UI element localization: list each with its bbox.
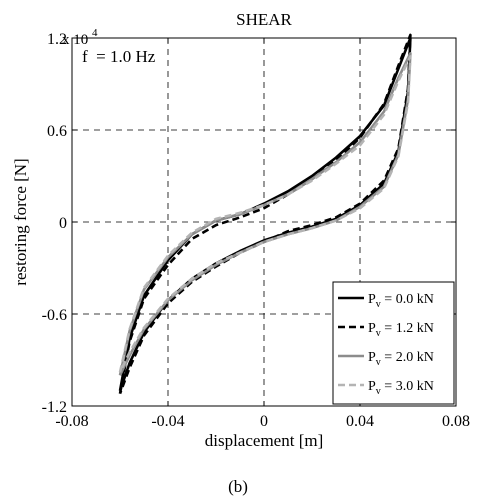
x-tick-label: 0.04 [346, 413, 374, 430]
legend-label-3: Pv = 3.0 kN [368, 379, 434, 397]
y-tick-label: 1.2 [47, 31, 67, 48]
chart-title: SHEAR [236, 10, 292, 29]
figure-caption: (b) [228, 477, 248, 496]
legend: Pv = 0.0 kN Pv = 1.2 kN Pv = 2.0 kN Pv = 3.… [332, 281, 455, 405]
y-tick-label: -0.6 [42, 307, 67, 324]
y-multiplier-exponent: 4 [92, 27, 98, 39]
y-axis-label: restoring force [N] [11, 158, 30, 285]
y-multiplier: x 10 4 [62, 27, 98, 48]
x-tick-label: 0 [260, 413, 268, 430]
x-tick-label: -0.04 [151, 413, 184, 430]
x-axis-label: displacement [m] [205, 431, 324, 450]
y-multiplier-base: x 10 [62, 32, 88, 48]
series-line-1 [118, 33, 412, 395]
y-tick-label: 0 [59, 215, 67, 232]
frequency-annotation: f = 1.0 Hz [82, 47, 156, 66]
series-line-3 [118, 55, 412, 373]
axis-ticks: -0.08 -0.04 0 0.04 0.08 -1.2 -0.6 0 0.6 1.2 [42, 31, 470, 430]
x-tick-label: 0.08 [442, 413, 470, 430]
legend-label-1: Pv = 1.2 kN [368, 321, 434, 339]
legend-label-2: Pv = 2.0 kN [368, 350, 434, 368]
x-tick-label: -0.08 [55, 413, 88, 430]
series-curves [118, 33, 412, 395]
y-tick-label: 0.6 [47, 123, 67, 140]
legend-box [332, 281, 455, 405]
y-tick-label: -1.2 [42, 399, 67, 416]
legend-label-0: Pv = 0.0 kN [368, 292, 434, 310]
